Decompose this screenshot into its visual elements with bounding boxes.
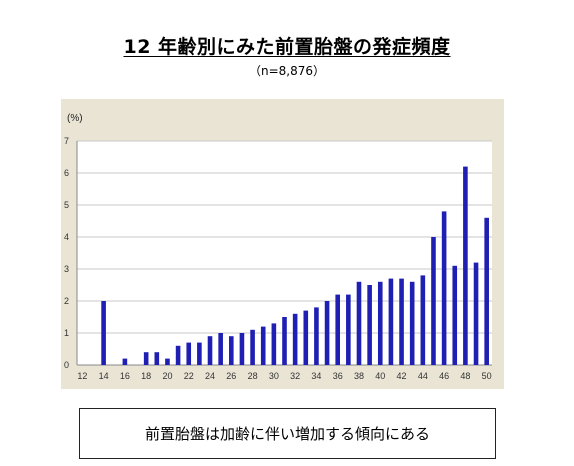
bar — [122, 358, 128, 365]
x-tick-label: 16 — [120, 371, 130, 381]
x-tick-label: 12 — [77, 371, 87, 381]
bar — [292, 313, 298, 365]
bar — [324, 301, 330, 365]
x-tick-label: 34 — [311, 371, 321, 381]
bar — [197, 342, 202, 365]
x-tick-label: 30 — [269, 371, 279, 381]
y-tick-label: 0 — [64, 360, 69, 370]
x-tick-label: 44 — [418, 371, 428, 381]
page-title: 12 年齢別にみた前置胎盤の発症頻度 — [123, 36, 451, 58]
bar — [218, 333, 223, 365]
chart-frame: (%) 0 1 2 3 4 5 6 7 12 14 16 18 20 22 24 26 28 30 32 34 36 38… — [61, 99, 504, 389]
bar — [260, 326, 266, 365]
bar — [207, 336, 213, 365]
y-tick-label: 7 — [64, 136, 69, 146]
x-tick-label: 22 — [184, 371, 194, 381]
y-tick-label: 2 — [64, 296, 69, 306]
x-tick-label: 42 — [397, 371, 407, 381]
bar — [175, 345, 181, 365]
y-axis-unit-label: (%) — [67, 113, 83, 124]
bar — [335, 294, 341, 365]
sample-size-subtitle: （n=8,876） — [248, 64, 325, 78]
x-tick-label: 28 — [248, 371, 258, 381]
bar — [250, 329, 255, 365]
x-tick-label: 40 — [375, 371, 385, 381]
bar — [101, 301, 106, 365]
bar — [228, 336, 234, 365]
bar — [463, 166, 468, 365]
y-tick-label: 6 — [64, 168, 69, 178]
bar — [239, 333, 245, 365]
bar — [271, 323, 277, 365]
bar — [484, 217, 489, 365]
bar — [377, 281, 383, 365]
bar — [356, 281, 362, 365]
bar — [154, 352, 160, 365]
x-tick-label: 46 — [439, 371, 449, 381]
bar — [420, 275, 426, 365]
bar — [314, 307, 319, 365]
x-tick-label: 26 — [226, 371, 236, 381]
conclusion-box: 前置胎盤は加齢に伴い増加する傾向にある — [79, 408, 496, 459]
bar — [186, 342, 192, 365]
bar — [143, 352, 149, 365]
bar — [346, 294, 351, 365]
y-tick-label: 4 — [64, 232, 69, 242]
bar — [441, 211, 447, 365]
bar — [431, 237, 436, 365]
x-tick-label: 38 — [354, 371, 364, 381]
x-tick-label: 48 — [460, 371, 470, 381]
bar — [452, 265, 458, 365]
y-tick-label: 5 — [64, 200, 69, 210]
bar — [165, 358, 170, 365]
bar — [409, 281, 415, 365]
x-tick-label: 24 — [205, 371, 215, 381]
x-tick-label: 20 — [162, 371, 172, 381]
bar — [473, 262, 479, 365]
bar — [282, 317, 287, 365]
bar — [303, 310, 309, 365]
y-tick-label: 3 — [64, 264, 69, 274]
x-tick-label: 14 — [99, 371, 109, 381]
x-tick-label: 18 — [141, 371, 151, 381]
bar — [399, 278, 404, 365]
x-tick-label: 32 — [290, 371, 300, 381]
x-tick-label: 50 — [482, 371, 492, 381]
bar — [388, 278, 394, 365]
y-tick-label: 1 — [64, 328, 69, 338]
bar — [367, 285, 372, 365]
x-tick-label: 36 — [333, 371, 343, 381]
